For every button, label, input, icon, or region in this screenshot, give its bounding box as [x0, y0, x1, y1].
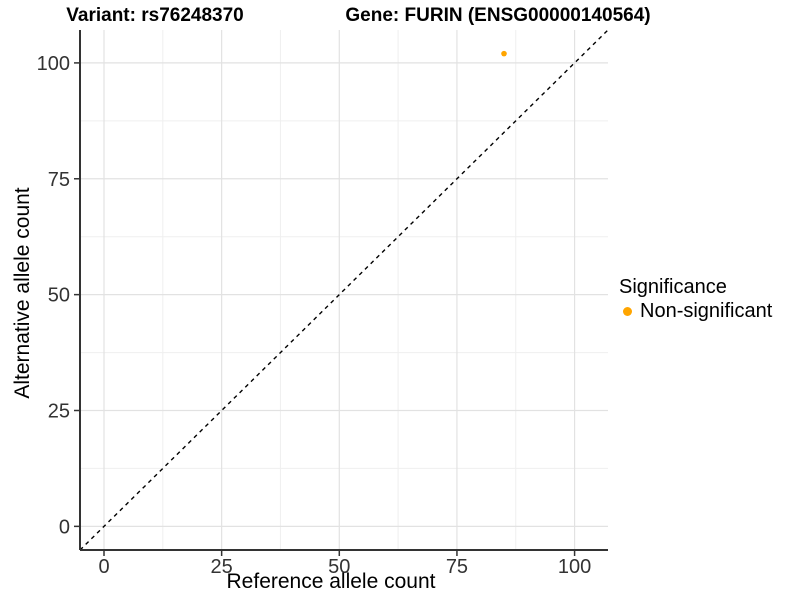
- legend-title: Significance: [619, 276, 727, 298]
- y-tick-label: 0: [59, 516, 70, 538]
- y-tick-label: 50: [48, 285, 70, 307]
- x-tick-label: 100: [558, 556, 591, 578]
- plot-title-gene: Gene: FURIN (ENSG00000140564): [345, 5, 651, 26]
- x-axis-title: Reference allele count: [226, 570, 436, 593]
- legend-point-icon: [623, 306, 632, 316]
- y-tick-label: 25: [48, 400, 70, 422]
- x-tick-label: 50: [328, 556, 350, 578]
- legend: Significance Non-significant: [619, 275, 772, 323]
- legend-item-label: Non-significant: [640, 300, 773, 322]
- y-tick-label: 75: [48, 169, 70, 191]
- x-tick-label: 0: [98, 556, 109, 578]
- plot-title-variant: Variant: rs76248370: [66, 5, 244, 26]
- data-point: [501, 50, 507, 57]
- x-tick-label: 75: [446, 556, 468, 578]
- y-tick-label: 100: [37, 53, 70, 75]
- legend-item: Non-significant: [619, 299, 772, 323]
- identity-line: [79, 29, 609, 551]
- x-tick-label: 25: [211, 556, 233, 578]
